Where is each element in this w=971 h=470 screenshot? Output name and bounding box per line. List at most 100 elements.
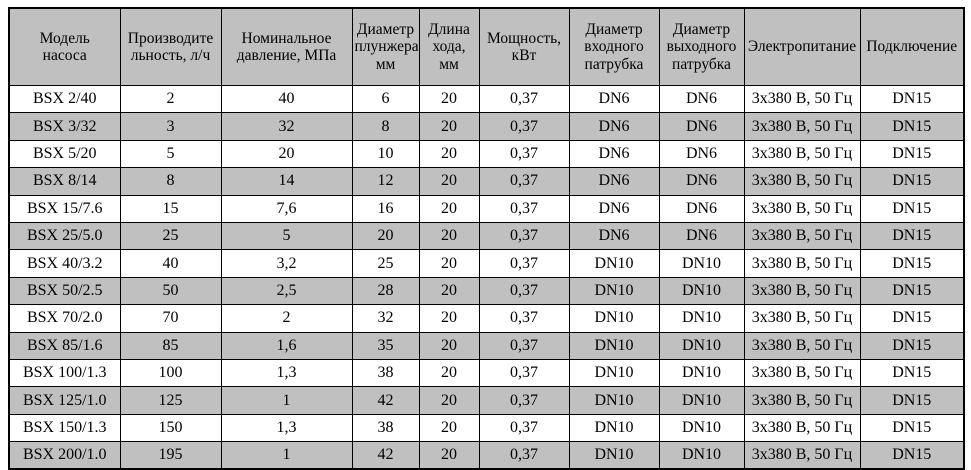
- cell-power: 0,37: [478, 167, 570, 196]
- cell-power_supply: 3х380 В, 50 Гц: [743, 84, 861, 114]
- column-header-line: мм: [439, 55, 459, 73]
- column-header-line: Номинальное: [241, 29, 332, 47]
- cell-inlet: DN10: [568, 304, 660, 333]
- cell-plunger: 38: [351, 413, 420, 443]
- cell-connection: DN15: [859, 358, 965, 388]
- cell-connection: DN15: [859, 304, 965, 333]
- cell-model: BSX 85/1.6: [8, 331, 121, 360]
- cell-power: 0,37: [478, 358, 570, 388]
- cell-outlet: DN10: [658, 441, 745, 470]
- cell-model: BSX 5/20: [8, 139, 121, 169]
- table-row: BSX 15/7.6 15 7,6 16 20 0,37 DN6 DN6 3х380 В, 50…: [8, 194, 965, 223]
- table-row: BSX 70/2.0 70 2 32 20 0,37 DN10 DN10 3х380 В, 50…: [8, 304, 965, 333]
- cell-pressure: 1,3: [220, 358, 353, 388]
- cell-outlet: DN10: [658, 304, 745, 333]
- cell-connection: DN15: [859, 331, 965, 360]
- cell-pressure: 7,6: [220, 194, 353, 223]
- column-header-line: мм: [375, 55, 396, 73]
- cell-capacity: 15: [119, 194, 222, 223]
- cell-outlet: DN10: [658, 413, 745, 443]
- cell-pressure: 5: [220, 221, 353, 251]
- table-row: BSX 200/1.0 195 1 42 20 0,37 DN10 DN10 3х380 В, …: [8, 441, 965, 470]
- cell-plunger: 42: [351, 441, 420, 470]
- cell-connection: DN15: [859, 249, 965, 278]
- cell-stroke: 20: [418, 413, 480, 443]
- cell-capacity: 85: [119, 331, 222, 360]
- cell-model: BSX 50/2.5: [8, 276, 121, 306]
- cell-plunger: 38: [351, 358, 420, 388]
- cell-outlet: DN10: [658, 331, 745, 360]
- cell-model: BSX 200/1.0: [8, 441, 121, 470]
- column-header-line: Модель: [39, 29, 90, 47]
- cell-plunger: 28: [351, 276, 420, 306]
- cell-pressure: 40: [220, 84, 353, 114]
- column-header-power: Мощность, кВт: [478, 7, 570, 86]
- column-header-line: льность, л/ч: [130, 47, 211, 64]
- cell-power: 0,37: [478, 386, 570, 415]
- cell-plunger: 42: [351, 386, 420, 415]
- cell-power_supply: 3х380 В, 50 Гц: [743, 331, 861, 360]
- cell-outlet: DN10: [658, 249, 745, 278]
- cell-pressure: 1,6: [220, 331, 353, 360]
- cell-power: 0,37: [478, 84, 570, 114]
- table-row: BSX 100/1.3 100 1,3 38 20 0,37 DN10 DN10 3х380 В…: [8, 358, 965, 388]
- column-header-line: насоса: [42, 47, 87, 64]
- cell-power_supply: 3х380 В, 50 Гц: [743, 249, 861, 278]
- cell-inlet: DN10: [568, 331, 660, 360]
- table-row: BSX 150/1.3 150 1,3 38 20 0,37 DN10 DN10 3х380 В…: [8, 413, 965, 443]
- cell-pressure: 1: [220, 386, 353, 415]
- column-header-line: Производите: [127, 29, 214, 47]
- cell-plunger: 25: [351, 249, 420, 278]
- cell-capacity: 70: [119, 304, 222, 333]
- column-header-line: патрубка: [672, 55, 731, 73]
- cell-stroke: 20: [418, 276, 480, 306]
- cell-power_supply: 3х380 В, 50 Гц: [743, 112, 861, 141]
- cell-power_supply: 3х380 В, 50 Гц: [743, 139, 861, 169]
- cell-stroke: 20: [418, 331, 480, 360]
- cell-outlet: DN6: [658, 84, 745, 114]
- cell-capacity: 125: [119, 386, 222, 415]
- cell-connection: DN15: [859, 413, 965, 443]
- cell-power: 0,37: [478, 276, 570, 306]
- cell-pressure: 2: [220, 304, 353, 333]
- cell-inlet: DN10: [568, 413, 660, 443]
- column-header-stroke: Длина хода, мм: [418, 7, 480, 86]
- cell-stroke: 20: [418, 221, 480, 251]
- column-header-plunger: Диаметр плунжера, мм: [351, 7, 420, 86]
- cell-plunger: 35: [351, 331, 420, 360]
- cell-outlet: DN6: [658, 139, 745, 169]
- cell-inlet: DN10: [568, 441, 660, 470]
- cell-connection: DN15: [859, 167, 965, 196]
- table-header: Модель насоса Производите льность, л/ч Номин…: [8, 7, 965, 86]
- table-row: BSX 50/2.5 50 2,5 28 20 0,37 DN10 DN10 3х380 В, …: [8, 276, 965, 306]
- cell-outlet: DN6: [658, 112, 745, 141]
- spec-table-container: Модель насоса Производите льность, л/ч Номин…: [8, 7, 965, 470]
- cell-power_supply: 3х380 В, 50 Гц: [743, 386, 861, 415]
- cell-inlet: DN6: [568, 221, 660, 251]
- cell-plunger: 8: [351, 112, 420, 141]
- cell-connection: DN15: [859, 386, 965, 415]
- table-row: BSX 85/1.6 85 1,6 35 20 0,37 DN10 DN10 3х380 В, …: [8, 331, 965, 360]
- table-row: BSX 3/32 3 32 8 20 0,37 DN6 DN6 3х380 В, 50 Гц DN…: [8, 112, 965, 141]
- cell-plunger: 20: [351, 221, 420, 251]
- column-header-connection: Подключение: [859, 7, 965, 86]
- cell-capacity: 100: [119, 358, 222, 388]
- column-header-line: Диаметр: [585, 20, 643, 38]
- column-header-line: Подключение: [866, 38, 958, 56]
- cell-power_supply: 3х380 В, 50 Гц: [743, 221, 861, 251]
- cell-connection: DN15: [859, 139, 965, 169]
- cell-plunger: 10: [351, 139, 420, 169]
- cell-stroke: 20: [418, 441, 480, 470]
- cell-pressure: 1: [220, 441, 353, 470]
- column-header-line: Диаметр: [672, 20, 731, 38]
- table-body: BSX 2/40 2 40 6 20 0,37 DN6 DN6 3х380 В, 50 Гц DN…: [8, 84, 965, 470]
- column-header-line: Длина: [428, 20, 470, 38]
- cell-pressure: 2,5: [220, 276, 353, 306]
- column-header-outlet: Диаметр выходного патрубка: [658, 7, 745, 86]
- cell-power_supply: 3х380 В, 50 Гц: [743, 167, 861, 196]
- column-header-power_supply: Электропитание: [743, 7, 861, 86]
- cell-pressure: 3,2: [220, 249, 353, 278]
- cell-power: 0,37: [478, 139, 570, 169]
- cell-power_supply: 3х380 В, 50 Гц: [743, 276, 861, 306]
- cell-plunger: 6: [351, 84, 420, 114]
